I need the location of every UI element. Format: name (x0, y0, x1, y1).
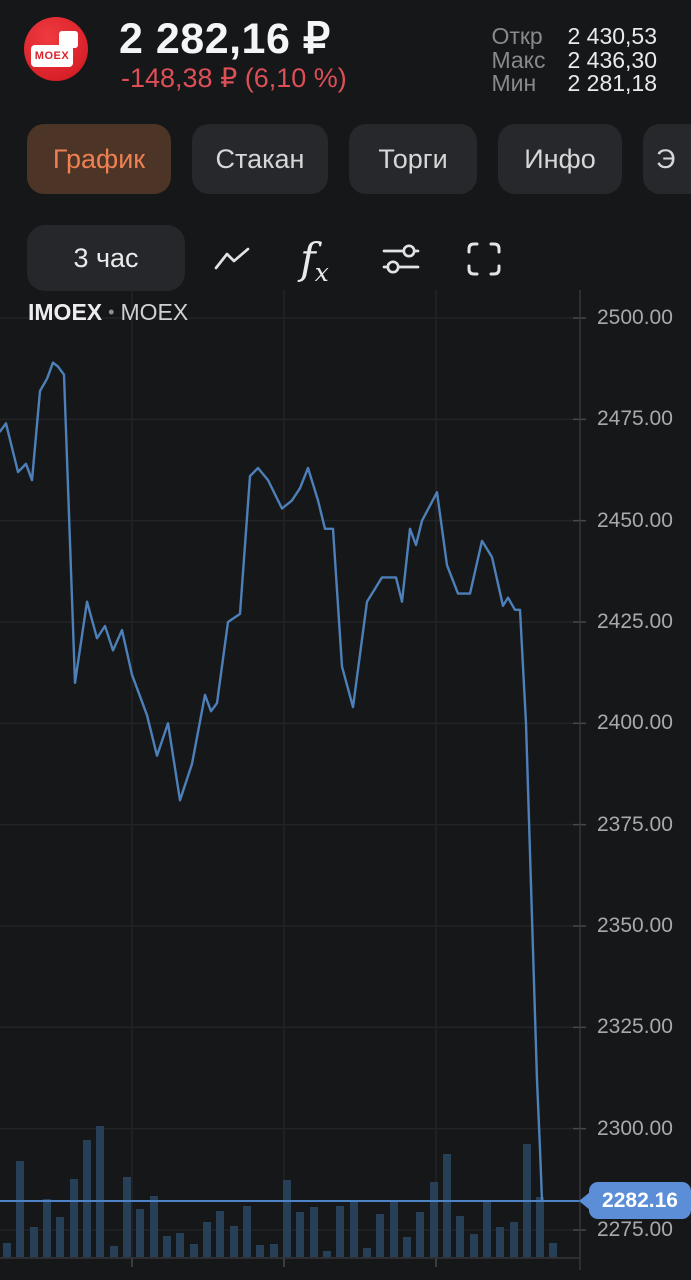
tab-info[interactable]: Инфо (498, 124, 622, 194)
chart-area: IMOEX • MOEX 2500.00 2475.00 2450.00 2425.00 2… (0, 290, 691, 1280)
tab-orderbook[interactable]: Стакан (192, 124, 328, 194)
timeframe-button[interactable]: 3 час (27, 225, 185, 291)
session-stats: Откр 2 430,53 Макс 2 436,30 Мин 2 281,18 (491, 23, 657, 96)
y-axis-tick-label: 2425.00 (597, 609, 673, 633)
moex-logo: MOEX (24, 17, 88, 81)
section-tabs: График Стакан Торги Инфо Э (0, 124, 691, 194)
y-axis-tick-label: 2500.00 (597, 306, 673, 329)
current-price-badge: 2282.16 (579, 1182, 691, 1220)
chart-exchange: MOEX (120, 299, 189, 325)
chart-symbol: IMOEX (28, 299, 103, 325)
y-axis-tick-label: 2475.00 (597, 407, 673, 431)
indicator-settings-icon[interactable] (379, 237, 423, 281)
fullscreen-icon[interactable] (462, 237, 506, 281)
y-axis-tick-label: 2400.00 (597, 711, 673, 735)
stat-low-label: Мин (491, 70, 537, 96)
bullet-separator: • (108, 302, 115, 322)
tab-trades[interactable]: Торги (349, 124, 477, 194)
y-axis-tick-label: 2350.00 (597, 913, 673, 937)
stat-open-value: 2 430,53 (567, 23, 657, 49)
moex-logo-shape (59, 31, 78, 48)
stat-high-label: Макс (491, 46, 546, 73)
line-chart-icon[interactable] (210, 237, 254, 281)
chart-canvas[interactable] (0, 290, 691, 1280)
stat-high-value: 2 436,30 (567, 46, 657, 73)
y-axis-tick-label: 2325.00 (597, 1015, 673, 1039)
y-axis-tick-label: 2300.00 (597, 1116, 673, 1140)
chart-symbol-label: IMOEX • MOEX (28, 299, 188, 326)
y-axis-tick-label: 2375.00 (597, 812, 673, 836)
functions-icon[interactable]: fx (300, 234, 329, 287)
stat-low-value: 2 281,18 (567, 70, 657, 96)
y-axis-tick-label: 2450.00 (597, 508, 673, 532)
y-axis-tick-label: 2275.00 (597, 1217, 673, 1241)
tab-issuer[interactable]: Э (643, 124, 691, 194)
instrument-change: -148,38 ₽ (6,10 %) (121, 63, 347, 93)
tab-chart[interactable]: График (27, 124, 171, 194)
instrument-price: 2 282,16 ₽ (119, 15, 331, 63)
stat-open-label: Откр (491, 23, 543, 49)
moex-logo-text: MOEX (31, 45, 73, 67)
